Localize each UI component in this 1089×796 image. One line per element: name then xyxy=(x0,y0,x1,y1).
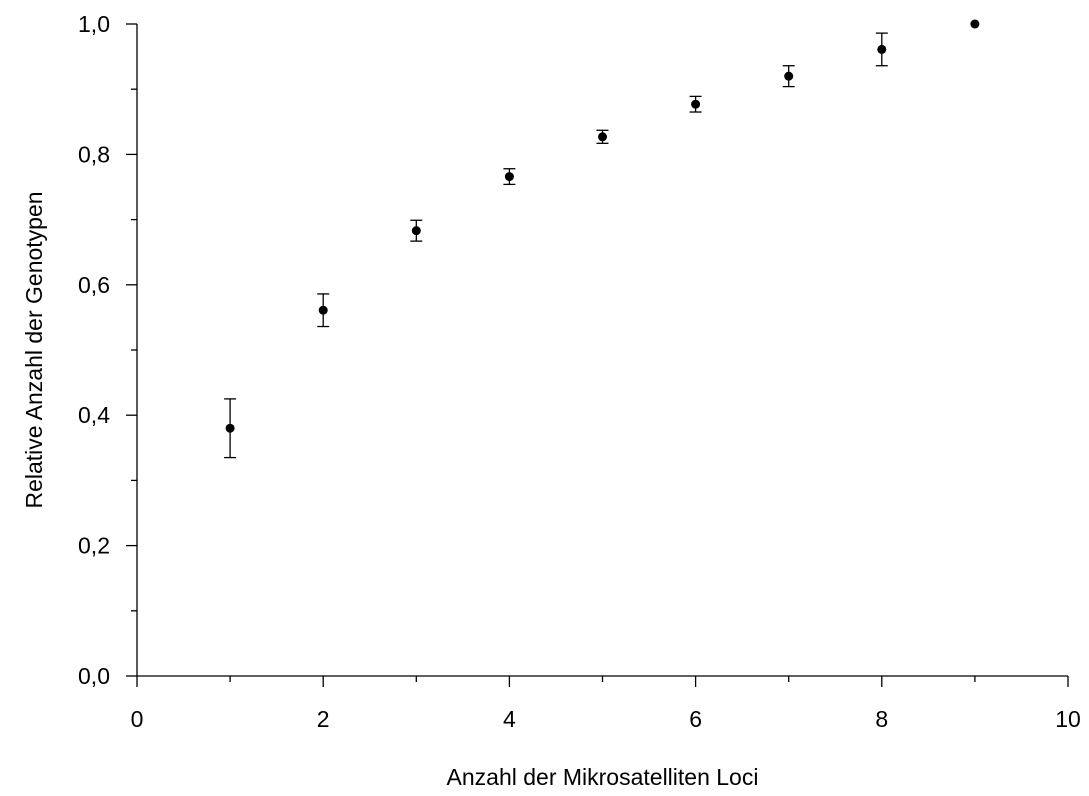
y-tick-label: 1,0 xyxy=(78,11,110,37)
axes xyxy=(136,24,1068,677)
data-point xyxy=(225,423,235,433)
data-point xyxy=(784,71,794,81)
data-point xyxy=(691,99,701,109)
x-tick-label: 2 xyxy=(317,706,330,732)
y-tick-label: 0,4 xyxy=(78,402,110,428)
y-tick-label: 0,6 xyxy=(78,272,110,298)
y-axis-label: Relative Anzahl der Genotypen xyxy=(21,191,47,508)
data-marks xyxy=(224,19,980,459)
data-point xyxy=(318,305,328,315)
y-tick-label: 0,0 xyxy=(78,663,110,689)
x-tick-label: 0 xyxy=(131,706,144,732)
ticks: 0 2 4 6 8 10 0,0 0,2 0,4 0,6 0,8 1,0 xyxy=(78,11,1081,732)
data-point xyxy=(411,226,421,236)
x-tick-label: 8 xyxy=(875,706,888,732)
data-point xyxy=(877,44,887,54)
y-tick-label: 0,2 xyxy=(78,533,110,559)
x-tick-label: 6 xyxy=(689,706,702,732)
data-point xyxy=(598,132,607,142)
x-tick-label: 10 xyxy=(1055,706,1081,732)
y-tick-label: 0,8 xyxy=(78,141,110,167)
data-point xyxy=(970,19,980,29)
x-axis-label: Anzahl der Mikrosatelliten Loci xyxy=(447,764,759,790)
data-point xyxy=(504,172,514,182)
x-tick-label: 4 xyxy=(503,706,516,732)
